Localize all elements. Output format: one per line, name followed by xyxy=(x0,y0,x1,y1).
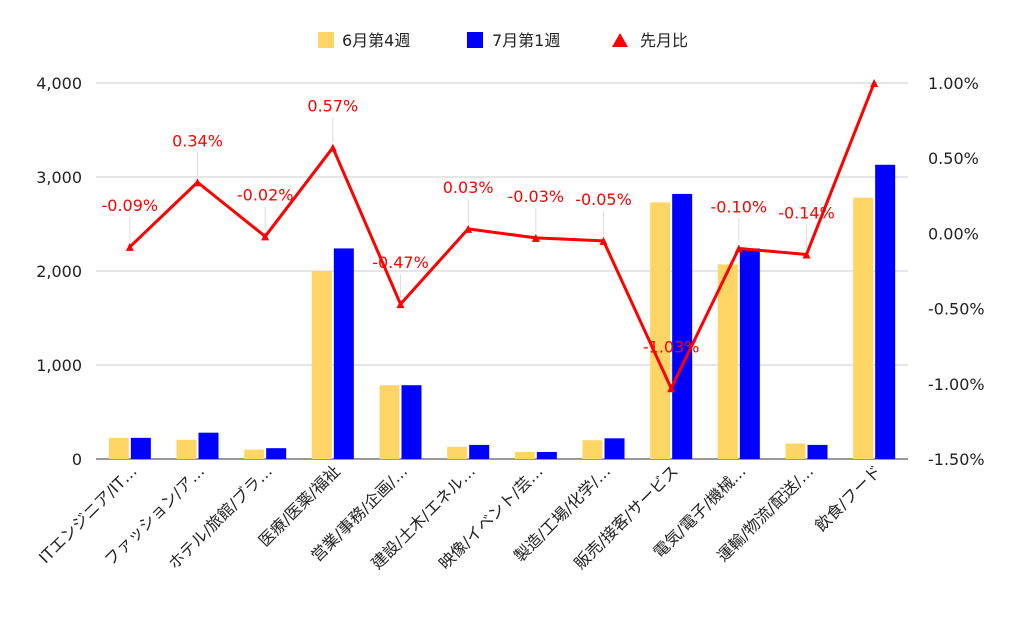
category-axis: ITエンジニア/IT…ファッション/ア…ホテル/旅館/ブラ…医療/医薬/福祉営業… xyxy=(35,461,885,573)
line-point-marker xyxy=(464,224,473,233)
left-tick-label: 3,000 xyxy=(36,168,82,187)
bar-series-2 xyxy=(333,248,354,459)
legend-label-series-3: 先月比 xyxy=(640,31,688,50)
data-label: 0.34% xyxy=(172,131,223,150)
bar-series-2 xyxy=(739,248,760,459)
bar-series-1 xyxy=(176,439,197,459)
line-point-marker xyxy=(802,250,811,259)
line-series-path xyxy=(128,82,876,390)
right-tick-label: 0.00% xyxy=(928,224,979,243)
data-label: -0.05% xyxy=(575,190,632,209)
legend-marker-series-3 xyxy=(612,33,628,47)
line-point-marker xyxy=(396,300,405,309)
bar-series-2 xyxy=(266,448,287,459)
bar-series-1 xyxy=(514,451,535,459)
line-point-marker xyxy=(531,233,540,242)
line-series: -0.09%0.34%-0.02%0.57%-0.47%0.03% -0.03% -… xyxy=(102,79,879,393)
bar-series-1 xyxy=(650,202,671,459)
bar-series-1 xyxy=(447,446,468,459)
line-point-marker xyxy=(328,143,337,152)
left-axis: 0 1,000 2,000 3,000 4,000 xyxy=(36,74,82,469)
bar-series-1 xyxy=(717,264,738,459)
bar-series-2 xyxy=(875,164,896,459)
bar-series xyxy=(108,164,896,460)
legend-swatch-series-1 xyxy=(318,32,334,48)
legend-label-series-1: 6月第4週 xyxy=(342,31,410,50)
bar-series-1 xyxy=(244,449,265,459)
bar-series-2 xyxy=(198,432,219,459)
right-tick-label: -0.50% xyxy=(928,300,985,319)
right-tick-label: -1.50% xyxy=(928,450,985,469)
bar-series-2 xyxy=(401,385,422,459)
left-tick-label: 1,000 xyxy=(36,356,82,375)
bar-series-1 xyxy=(108,437,129,459)
line-point-marker xyxy=(261,232,270,241)
data-label: 0.03% xyxy=(443,178,494,197)
legend-label-series-2: 7月第1週 xyxy=(492,31,560,50)
data-label: -0.47% xyxy=(372,253,429,272)
bar-series-1 xyxy=(379,385,400,459)
data-label: -0.10% xyxy=(711,197,768,216)
bar-series-2 xyxy=(536,451,557,459)
left-tick-label: 2,000 xyxy=(36,262,82,281)
data-label: -1.03% xyxy=(643,337,700,356)
bar-series-1 xyxy=(785,443,806,459)
bar-series-1 xyxy=(853,197,874,459)
bar-series-2 xyxy=(130,437,151,459)
category-label: 飲食/フード xyxy=(811,461,885,535)
right-tick-label: 1.00% xyxy=(928,74,979,93)
line-point-marker xyxy=(599,236,608,245)
line-point-marker xyxy=(734,244,743,253)
left-tick-label: 4,000 xyxy=(36,74,82,93)
line-point-marker xyxy=(125,242,134,251)
left-tick-label: 0 xyxy=(72,450,82,469)
line-point-marker xyxy=(870,79,879,87)
data-label: -0.02% xyxy=(237,185,294,204)
bar-series-2 xyxy=(604,438,625,459)
line-point-marker xyxy=(667,384,676,393)
data-label: 0.57% xyxy=(307,97,358,116)
legend: 6月第4週 7月第1週 先月比 xyxy=(318,31,688,50)
data-label: -0.14% xyxy=(778,203,835,222)
legend-swatch-series-2 xyxy=(467,32,483,48)
bar-series-2 xyxy=(672,193,693,460)
bar-series-2 xyxy=(469,444,490,459)
data-label: -0.09% xyxy=(102,196,159,215)
bar-series-1 xyxy=(311,271,332,459)
bar-series-2 xyxy=(807,444,828,459)
right-tick-label: -1.00% xyxy=(928,375,985,394)
data-label: -0.03% xyxy=(508,187,565,206)
gridlines xyxy=(96,82,908,460)
right-tick-label: 0.50% xyxy=(928,149,979,168)
right-axis: -1.50% -1.00% -0.50% 0.00% 0.50% 1.00% xyxy=(928,74,985,469)
line-point-marker xyxy=(193,178,202,187)
bar-series-1 xyxy=(582,440,603,459)
